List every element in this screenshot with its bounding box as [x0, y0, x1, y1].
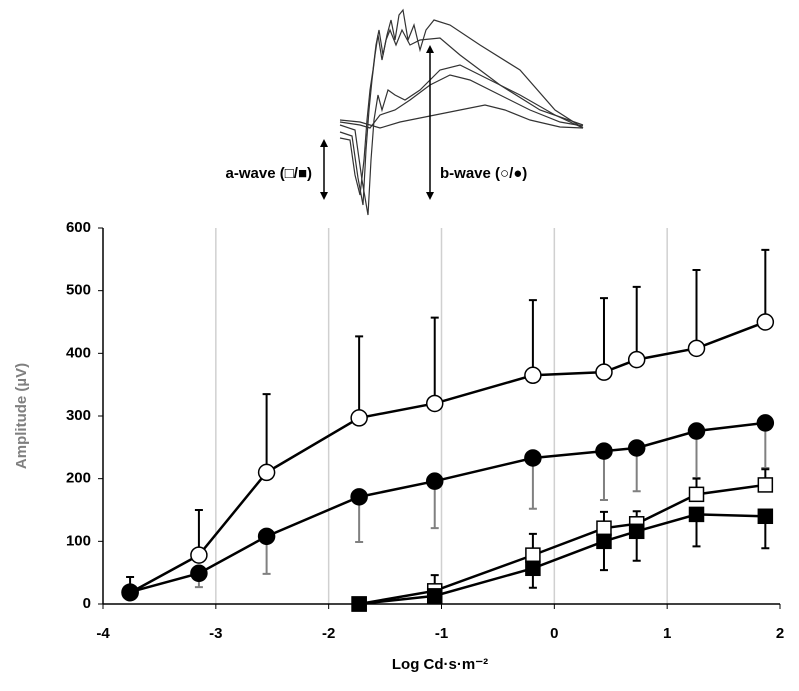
point: [350, 488, 368, 506]
y-tick-label: 600: [66, 219, 91, 236]
point: [687, 422, 706, 440]
x-tick-label: -2: [322, 625, 335, 642]
y-tick-label: 400: [66, 344, 91, 361]
y-tick-label: 0: [83, 595, 91, 612]
error-bar: [262, 393, 271, 473]
point: [524, 366, 542, 385]
point: [687, 339, 706, 358]
point: [596, 533, 612, 550]
y-tick-label: 500: [66, 282, 91, 299]
point: [425, 394, 444, 413]
point: [756, 414, 775, 432]
point: [757, 477, 774, 493]
point: [525, 560, 541, 577]
series-line: [358, 483, 766, 606]
point: [525, 547, 541, 563]
point: [627, 350, 646, 369]
point: [426, 588, 443, 604]
series-line: [129, 320, 766, 594]
point: [756, 313, 775, 331]
point: [190, 546, 208, 564]
annotation: a-wave (□/■): [226, 165, 312, 182]
point: [524, 449, 542, 467]
point: [595, 363, 613, 381]
series-line: [129, 421, 766, 594]
point: [595, 442, 613, 460]
y-tick-label: 100: [66, 532, 91, 549]
point: [190, 564, 208, 583]
point: [688, 506, 705, 523]
point: [425, 472, 444, 490]
error-bar: [692, 268, 701, 349]
error-bar: [430, 316, 439, 404]
x-tick-label: 2: [776, 625, 784, 642]
x-tick-label: 1: [663, 625, 671, 642]
point: [757, 508, 774, 525]
error-bar: [528, 299, 537, 376]
y-tick-label: 200: [66, 470, 91, 487]
error-bar: [761, 248, 770, 322]
y-axis-label: Amplitude (µV): [13, 363, 30, 469]
x-axis-label: Log Cd·s·m⁻²: [392, 656, 488, 673]
x-tick-label: 0: [550, 625, 558, 642]
y-tick-label: 300: [66, 407, 91, 424]
series-line: [358, 513, 766, 606]
point: [628, 523, 645, 540]
error-bar: [599, 297, 608, 373]
point: [351, 596, 367, 612]
point: [688, 486, 705, 503]
error-bar: [632, 285, 641, 360]
error-bar: [355, 335, 364, 418]
point: [121, 583, 139, 601]
x-tick-label: -3: [209, 625, 222, 642]
annotation: b-wave (○/●): [440, 165, 527, 182]
point: [257, 527, 276, 546]
point: [350, 409, 368, 427]
point: [257, 463, 276, 482]
x-tick-label: -4: [96, 625, 110, 642]
x-tick-label: -1: [435, 625, 448, 642]
point: [627, 439, 646, 457]
inset-waveforms: [320, 8, 584, 216]
point: [596, 520, 612, 536]
